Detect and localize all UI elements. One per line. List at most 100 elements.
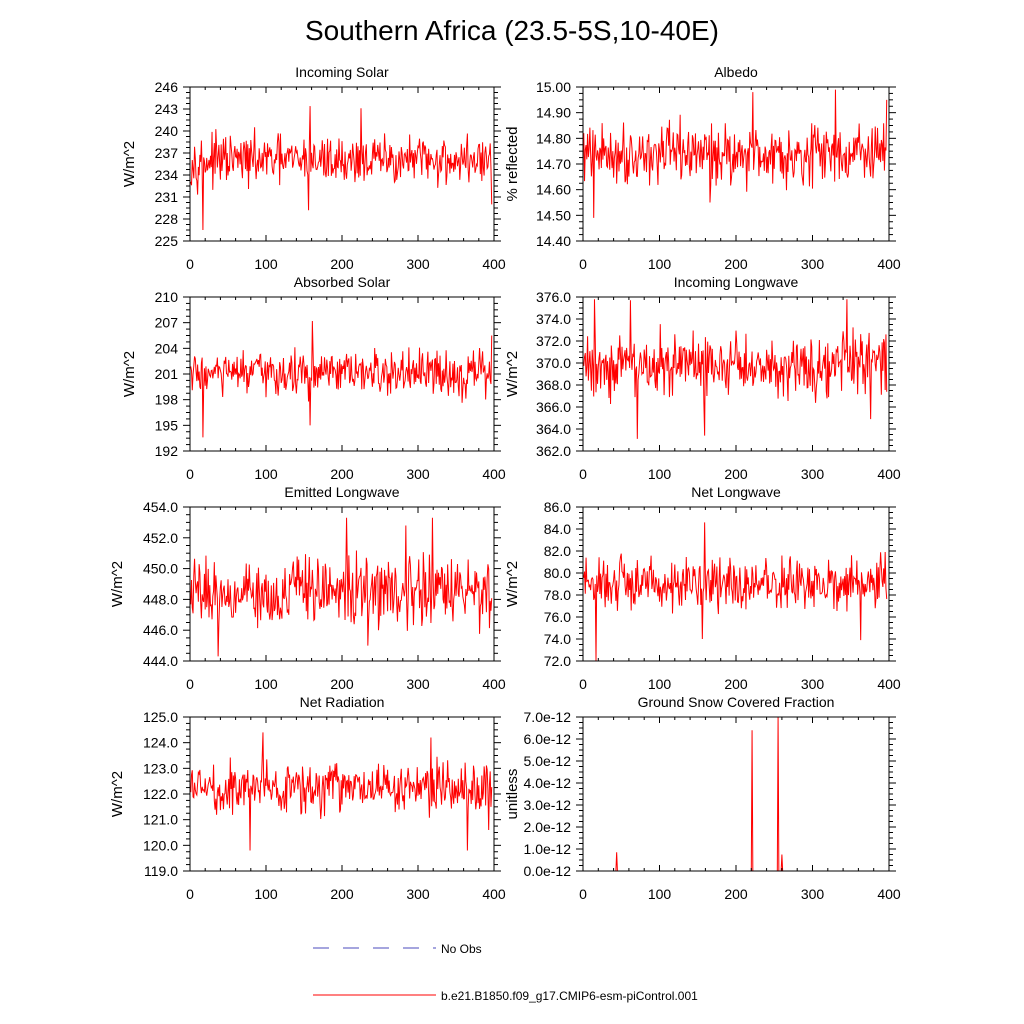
y-tick-label: 372.0: [536, 333, 571, 349]
x-tick-label: 300: [801, 886, 825, 902]
legend-label-no-obs: No Obs: [441, 942, 482, 956]
y-tick-label: 120.0: [143, 837, 178, 853]
y-tick-label: 78.0: [544, 587, 571, 603]
x-tick-label: 0: [579, 886, 587, 902]
panel-7: 0 100 200 300 400 0.0e-12 1.0e-12 2.0e-12 3.0e-1…: [504, 694, 901, 902]
y-tick-label: 446.0: [143, 622, 178, 638]
y-tick-label: 192: [155, 443, 179, 459]
x-tick-label: 0: [579, 466, 587, 482]
x-tick-label: 400: [482, 466, 506, 482]
x-tick-label: 0: [186, 676, 194, 692]
x-tick-label: 300: [406, 256, 430, 272]
y-tick-label: 86.0: [544, 499, 571, 515]
series-line: [583, 522, 888, 662]
series-line: [583, 716, 887, 872]
x-tick-label: 200: [330, 676, 354, 692]
y-tick-label: 76.0: [544, 609, 571, 625]
y-tick-label: 14.90: [536, 105, 571, 121]
panel-title: Absorbed Solar: [294, 274, 391, 290]
y-tick-label: 374.0: [536, 311, 571, 327]
x-tick-label: 400: [877, 886, 901, 902]
y-tick-label: 80.0: [544, 565, 571, 581]
y-tick-label: 234: [155, 167, 179, 183]
y-axis-label: W/m^2: [121, 351, 138, 397]
plot-frame: [189, 86, 495, 242]
x-tick-label: 100: [254, 256, 278, 272]
y-tick-label: 14.40: [536, 233, 571, 249]
legend-label-model: b.e21.B1850.f09_g17.CMIP6-esm-piControl.…: [441, 989, 698, 1003]
x-tick-label: 100: [254, 466, 278, 482]
x-tick-label: 300: [406, 886, 430, 902]
x-tick-label: 100: [254, 886, 278, 902]
y-axis-label: W/m^2: [109, 771, 126, 817]
x-tick-label: 300: [406, 466, 430, 482]
x-tick-label: 400: [877, 256, 901, 272]
y-tick-label: 366.0: [536, 399, 571, 415]
y-tick-label: 240: [155, 123, 179, 139]
panel-title: Incoming Solar: [295, 64, 389, 80]
x-tick-label: 200: [724, 886, 748, 902]
y-tick-label: 454.0: [143, 499, 178, 515]
legend: No Obs b.e21.B1850.f09_g17.CMIP6-esm-piC…: [313, 942, 698, 1003]
x-tick-label: 300: [801, 256, 825, 272]
panel-3: 0 100 200 300 400 362.0 364.0 366.0 368.0 370.0 37…: [504, 274, 901, 482]
x-tick-label: 200: [330, 256, 354, 272]
y-tick-label: 14.60: [536, 182, 571, 198]
x-tick-label: 100: [254, 676, 278, 692]
y-tick-label: 444.0: [143, 653, 178, 669]
y-tick-label: 448.0: [143, 591, 178, 607]
x-tick-label: 400: [877, 466, 901, 482]
panel-title: Net Longwave: [691, 484, 781, 500]
y-tick-label: 4.0e-12: [524, 775, 572, 791]
y-tick-label: 228: [155, 211, 179, 227]
y-tick-label: 14.70: [536, 156, 571, 172]
y-tick-label: 125.0: [143, 709, 178, 725]
y-tick-label: 0.0e-12: [524, 863, 572, 879]
y-tick-label: 198: [155, 392, 179, 408]
x-tick-label: 400: [877, 676, 901, 692]
y-tick-label: 368.0: [536, 377, 571, 393]
series-line: [190, 320, 493, 438]
y-tick-label: 84.0: [544, 521, 571, 537]
y-axis-label: W/m^2: [121, 141, 138, 187]
y-tick-label: 376.0: [536, 289, 571, 305]
x-tick-label: 200: [330, 886, 354, 902]
y-tick-label: 5.0e-12: [524, 753, 572, 769]
y-tick-label: 1.0e-12: [524, 841, 572, 857]
y-axis-label: W/m^2: [109, 561, 126, 607]
panel-title: Emitted Longwave: [284, 484, 399, 500]
series-line: [190, 106, 493, 231]
x-tick-label: 100: [648, 886, 672, 902]
x-tick-label: 100: [648, 256, 672, 272]
y-tick-label: 122.0: [143, 786, 178, 802]
y-tick-label: 243: [155, 101, 179, 117]
x-tick-label: 200: [330, 466, 354, 482]
x-tick-label: 100: [648, 466, 672, 482]
y-tick-label: 14.50: [536, 207, 571, 223]
series-line: [583, 89, 888, 218]
x-tick-label: 400: [482, 676, 506, 692]
y-tick-label: 450.0: [143, 561, 178, 577]
x-tick-label: 200: [724, 466, 748, 482]
y-axis-label: % reflected: [504, 126, 521, 201]
panel-6: 0 100 200 300 400 119.0 120.0 121.0 122.0 123.0 12…: [109, 694, 506, 902]
figure-title: Southern Africa (23.5-5S,10-40E): [305, 15, 719, 46]
y-tick-label: 237: [155, 145, 179, 161]
x-tick-label: 200: [724, 256, 748, 272]
y-tick-label: 72.0: [544, 653, 571, 669]
y-tick-label: 195: [155, 417, 179, 433]
panel-title: Incoming Longwave: [674, 274, 799, 290]
y-tick-label: 246: [155, 79, 179, 95]
y-tick-label: 225: [155, 233, 179, 249]
panel-5: 0 100 200 300 400 72.0 74.0 76.0 78.0 80.0 82.0 84.…: [504, 484, 901, 692]
x-tick-label: 300: [406, 676, 430, 692]
panel-4: 0 100 200 300 400 444.0 446.0 448.0 450.0 452.0 45…: [109, 484, 506, 692]
series-line: [190, 517, 493, 657]
y-tick-label: 82.0: [544, 543, 571, 559]
y-tick-label: 210: [155, 289, 179, 305]
y-tick-label: 14.80: [536, 130, 571, 146]
y-axis-label: W/m^2: [504, 561, 521, 607]
x-tick-label: 0: [186, 466, 194, 482]
x-tick-label: 200: [724, 676, 748, 692]
y-axis-label: W/m^2: [504, 351, 521, 397]
